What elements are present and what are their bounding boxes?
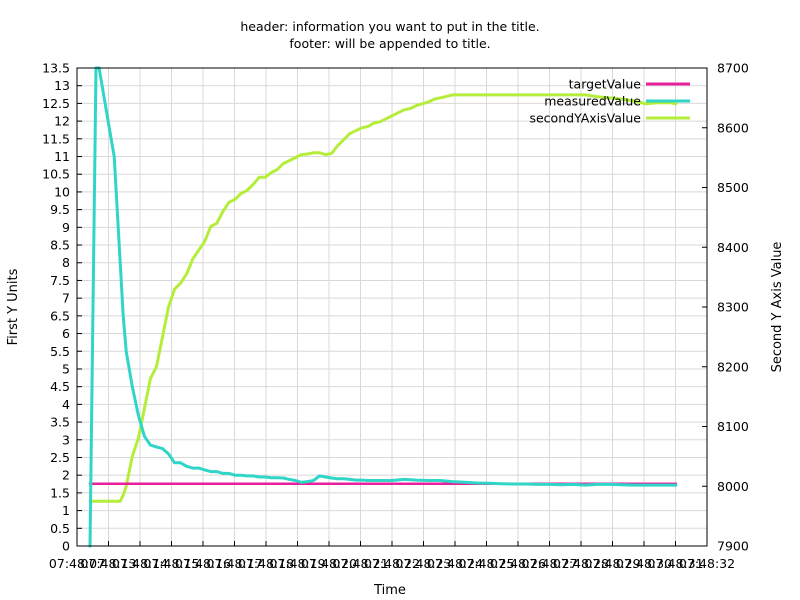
y-tick-label: 2 [62, 468, 70, 483]
y2-tick-label: 8300 [717, 300, 749, 315]
x-axis-label: Time [373, 583, 406, 598]
x-tick-label: 07:48:13 [80, 556, 136, 571]
x-tick-label: 07:48:23 [395, 556, 451, 571]
x-tick-label: 07:48:17 [206, 556, 262, 571]
y-tick-label: 4 [62, 397, 70, 412]
y2-tick-label: 8600 [717, 120, 749, 135]
x-tick-label: 07:48:25 [458, 556, 514, 571]
x-tick-label: 07:48:15 [143, 556, 199, 571]
grid-lines [77, 68, 707, 546]
series-line-measuredValue [88, 66, 678, 548]
y2-tick-label: 8000 [717, 479, 749, 494]
y-axis-label: First Y Units [6, 268, 21, 345]
y-tick-label: 8.5 [50, 238, 70, 253]
y2-tick-label: 8200 [717, 359, 749, 374]
y-tick-label: 1 [62, 503, 70, 518]
x-tick-label: 07:48:22 [364, 556, 420, 571]
y2-axis-label: Second Y Axis Value [770, 242, 785, 373]
legend-label: measuredValue [544, 94, 641, 109]
y2-tick-label: 8700 [717, 61, 749, 76]
x-tick-label: 07:48:29 [584, 556, 640, 571]
y-tick-label: 10 [54, 184, 70, 199]
series-group [88, 66, 678, 548]
legend-label: targetValue [569, 77, 642, 92]
x-tick-label: 07:48:32 [679, 556, 735, 571]
y-tick-label: 11 [54, 149, 70, 164]
y-tick-label: 4.5 [50, 379, 70, 394]
y2-tick-label: 8500 [717, 180, 749, 195]
y-tick-label: 3.5 [50, 415, 70, 430]
y-tick-label: 13.5 [42, 61, 70, 76]
chart-title-line2: footer: will be appended to title. [289, 36, 490, 51]
series-line-secondYAxisValue [88, 93, 678, 503]
y-tick-label: 7 [62, 291, 70, 306]
y-tick-label: 8 [62, 255, 70, 270]
y-tick-label: 13 [54, 78, 70, 93]
x-tick-label: 07:48:16 [175, 556, 231, 571]
y-tick-label: 9 [62, 220, 70, 235]
y2-tick-label: 7900 [717, 539, 749, 554]
x-tick-label: 07:48:26 [490, 556, 546, 571]
axis-ticks: 00.511.522.533.544.555.566.577.588.599.5… [42, 61, 749, 572]
y-tick-label: 6.5 [50, 308, 70, 323]
x-tick-label: 07:48:27 [521, 556, 577, 571]
y-tick-label: 11.5 [42, 131, 70, 146]
y-tick-label: 6 [62, 326, 70, 341]
plot-frame [76, 67, 708, 547]
y-tick-label: 10.5 [42, 167, 70, 182]
y-tick-label: 7.5 [50, 273, 70, 288]
y-tick-label: 5 [62, 361, 70, 376]
y-tick-label: 0 [62, 539, 70, 554]
legend-label: secondYAxisValue [529, 111, 641, 126]
x-tick-label: 07:48:21 [332, 556, 388, 571]
y-tick-label: 12.5 [42, 96, 70, 111]
x-tick-label: 07:48:07 [49, 556, 105, 571]
x-tick-label: 07:48:28 [553, 556, 609, 571]
y-tick-label: 3 [62, 432, 70, 447]
x-tick-label: 07:48:19 [269, 556, 325, 571]
legend: targetValue measuredValue secondYAxisValue [529, 77, 690, 126]
y-tick-label: 2.5 [50, 450, 70, 465]
y2-tick-label: 8400 [717, 240, 749, 255]
y-tick-label: 1.5 [50, 485, 70, 500]
y-tick-label: 12 [54, 114, 70, 129]
x-tick-label: 07:48:30 [616, 556, 672, 571]
y-tick-label: 5.5 [50, 344, 70, 359]
y2-tick-label: 8100 [717, 419, 749, 434]
x-tick-label: 07:48:14 [112, 556, 168, 571]
x-tick-label: 07:48:18 [238, 556, 294, 571]
x-tick-label: 07:48:20 [301, 556, 357, 571]
chart-title-line1: header: information you want to put in t… [240, 19, 539, 34]
y-tick-label: 9.5 [50, 202, 70, 217]
y-tick-label: 0.5 [50, 521, 70, 536]
x-tick-label: 07:48:24 [427, 556, 483, 571]
x-tick-label: 07:48:31 [647, 556, 703, 571]
